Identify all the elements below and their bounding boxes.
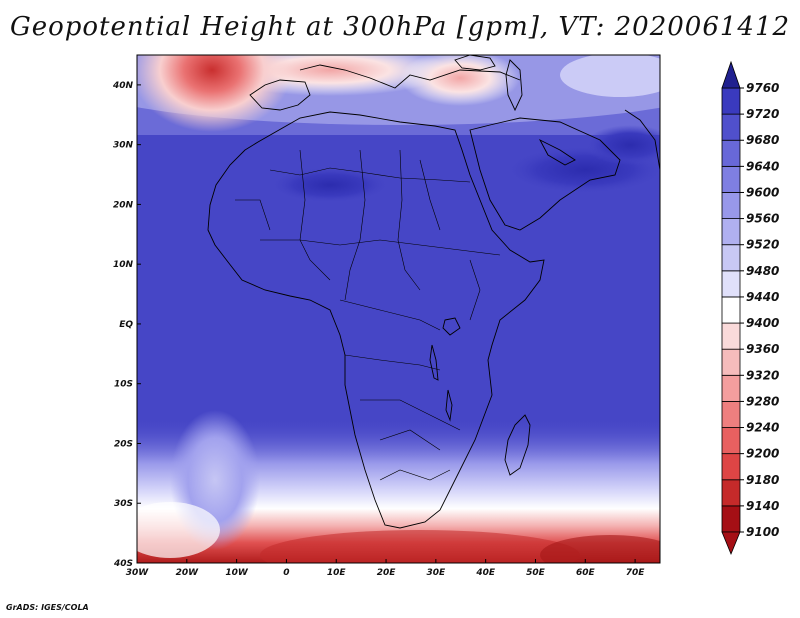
- colorbar-label: 9520: [746, 238, 779, 252]
- lat-tick-label: 30N: [113, 141, 134, 151]
- colorbar-label: 9320: [746, 368, 779, 382]
- lon-tick-label: 40E: [475, 568, 496, 578]
- lake-tanganyika: [429, 344, 439, 381]
- colorbar-high-arrow: [721, 60, 741, 89]
- colorbar-band: [721, 374, 741, 402]
- lon-tick-label: 10E: [327, 568, 347, 578]
- lake-victoria: [442, 317, 461, 336]
- india-coastline: [624, 109, 660, 171]
- colorbar-band: [721, 479, 741, 507]
- lat-tick-label: 30S: [114, 499, 133, 509]
- colorbar-band: [721, 453, 741, 481]
- lat-tick-label: 10N: [113, 260, 134, 270]
- colorbar-label: 9200: [746, 447, 779, 461]
- lat-tick-label: 10S: [114, 380, 133, 390]
- persian-gulf-coastline: [538, 138, 576, 166]
- colorbar-label: 9440: [746, 290, 779, 304]
- africa-coastline: [207, 111, 545, 529]
- colorbar-label: 9600: [746, 185, 779, 199]
- europe-coastline: [299, 64, 521, 89]
- colorbar-label: 9240: [746, 421, 779, 435]
- colorbar-low-arrow: [721, 531, 741, 556]
- map-frame: [136, 54, 661, 564]
- colorbar-label: 9480: [746, 264, 779, 278]
- madagascar-coastline: [504, 414, 531, 476]
- lat-tick-label: EQ: [119, 320, 133, 330]
- colorbar-band: [721, 244, 741, 272]
- colorbar-band: [721, 113, 741, 141]
- grads-credit: GrADS: IGES/COLA: [6, 603, 89, 612]
- colorbar-label: 9100: [746, 525, 779, 539]
- colorbar-band: [721, 270, 741, 298]
- iberia-coastline: [249, 79, 311, 111]
- country-borders: [235, 149, 501, 481]
- colorbar-label: 9140: [746, 499, 779, 513]
- colorbar-band: [721, 401, 741, 428]
- lon-tick-label: 10W: [225, 568, 249, 578]
- caspian-coastline: [505, 59, 523, 112]
- lon-tick-label: 50E: [526, 568, 546, 578]
- colorbar-band: [721, 322, 741, 350]
- lon-tick-label: 20W: [176, 568, 200, 578]
- colorbar-band: [721, 296, 741, 324]
- colorbar-band: [721, 348, 741, 376]
- lat-tick-label: 40N: [112, 81, 134, 91]
- colorbar-band: [721, 505, 741, 533]
- lat-tick-label: 20S: [114, 439, 133, 449]
- lat-tick-label: 40S: [113, 559, 133, 569]
- colorbar-label: 9280: [746, 394, 779, 408]
- colorbar-band: [721, 139, 741, 167]
- lon-tick-label: 20E: [377, 568, 397, 578]
- lat-tick-label: 20N: [113, 200, 134, 210]
- colorbar-label: 9640: [746, 159, 779, 173]
- coastlines: [207, 55, 660, 529]
- map-title: Geopotential Height at 300hPa [gpm], VT:…: [9, 12, 791, 42]
- lon-tick-label: 70E: [626, 568, 646, 578]
- lake-malawi: [445, 389, 453, 422]
- colorbar-band: [721, 218, 741, 246]
- colorbar-band: [721, 165, 741, 193]
- height-field: [137, 55, 660, 563]
- colorbar-band: [721, 192, 741, 219]
- colorbar-label: 9760: [746, 81, 779, 95]
- colorbar-label: 9400: [746, 316, 779, 330]
- lon-tick-label: 0: [283, 568, 289, 578]
- lon-tick-label: 30W: [126, 568, 150, 578]
- axis-ticks: 30W 20W 10W 0 10E 20E 30E 40E 50E 60E 70E 40N 30N 20N…: [112, 81, 645, 578]
- colorbar-label: 9180: [746, 473, 779, 487]
- colorbar-band: [721, 427, 741, 455]
- arabia-coastline: [469, 117, 621, 231]
- colorbar-label: 9680: [746, 133, 779, 147]
- colorbar: 9100 9140 9180 9200 9240 9280 9320 9360 9400 9440…: [721, 60, 779, 556]
- lon-tick-label: 30E: [427, 568, 447, 578]
- colorbar-label: 9560: [746, 212, 779, 226]
- colorbar-label: 9720: [746, 107, 779, 121]
- lon-tick-label: 60E: [576, 568, 596, 578]
- colorbar-label: 9360: [746, 342, 779, 356]
- colorbar-band: [721, 87, 741, 115]
- black-sea-coastline: [454, 55, 496, 71]
